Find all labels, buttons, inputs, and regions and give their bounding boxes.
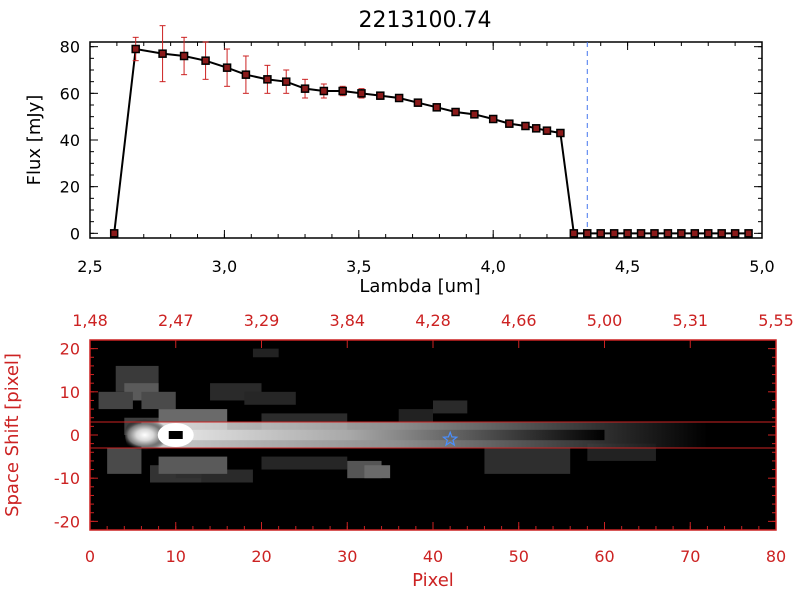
data-point	[623, 229, 632, 238]
data-point	[703, 229, 713, 238]
data-point	[744, 229, 753, 238]
data-point	[376, 91, 385, 100]
spectrum-series-line	[113, 47, 749, 235]
data-point	[596, 229, 605, 238]
spectrum-axes-frame	[89, 41, 763, 239]
heatmap-cell	[244, 391, 296, 405]
heatmap-y-tick-label: -10	[54, 469, 80, 488]
heatmap-top-tick-label: 2,47	[158, 311, 194, 330]
heatmap-x-tick-label: 10	[166, 547, 186, 566]
data-point	[636, 229, 646, 238]
heatmap-top-tick-label: 1,48	[72, 311, 108, 330]
x-tick-label: 4,5	[615, 257, 640, 276]
heatmap-x-tick-label: 60	[594, 547, 614, 566]
x-tick-label: 5,0	[749, 257, 774, 276]
x-tick-label: 4,0	[480, 257, 505, 276]
heatmap-y-tick-label: 10	[60, 383, 80, 402]
data-point	[690, 229, 700, 238]
source-star-icon	[441, 430, 459, 447]
x-tick-label: 3,5	[346, 257, 371, 276]
data-point	[542, 126, 552, 135]
data-point	[521, 121, 530, 131]
heatmap-x-tick-label: 70	[680, 547, 700, 566]
spectrum-plot: 2213100.74 2,5 3,0 3,5 4,0 4,5 5,0 0 20 40 60 80 L…	[24, 8, 775, 297]
y-tick-label: 80	[60, 38, 80, 57]
heatmap-trace-core	[141, 429, 605, 441]
x-axis-label: Lambda [um]	[359, 276, 480, 297]
data-point	[488, 114, 498, 124]
data-point	[319, 86, 329, 96]
heatmap-top-tick-label: 5,00	[587, 311, 623, 330]
data-point	[470, 110, 479, 119]
y-tick-label: 40	[60, 131, 80, 150]
x-tick-label: 2,5	[77, 257, 102, 276]
heatmap-x-tick-label: 40	[423, 547, 443, 566]
heatmap-cell	[433, 400, 468, 414]
chart-title: 2213100.74	[359, 8, 492, 33]
data-point	[677, 229, 686, 238]
data-point	[531, 124, 541, 133]
heatmap-x-tick-label: 30	[337, 547, 357, 566]
heatmap-cell	[252, 348, 279, 358]
y-tick-label: 0	[70, 224, 80, 243]
heatmap-y-tick-label: 0	[70, 426, 80, 445]
heatmap-cell	[261, 456, 348, 470]
data-point	[730, 229, 740, 238]
data-point	[131, 44, 140, 54]
heatmap-top-tick-label: 3,84	[329, 311, 365, 330]
y-tick-label: 20	[60, 178, 80, 197]
heatmap-y-axis-label: Space Shift [pixel]	[2, 353, 23, 517]
heatmap-x-tick-label: 0	[85, 547, 95, 566]
data-point	[609, 229, 619, 238]
heatmap-x-tick-label: 50	[509, 547, 529, 566]
data-point	[109, 229, 119, 238]
data-point	[394, 93, 404, 103]
heatmap-ticks: 0 10 20 30 40 50 60 70 80 1,48 2,47 3,29 3,84 4,28 4,6…	[54, 311, 794, 566]
spectrum-points	[109, 44, 753, 238]
heatmap-x-axis-label: Pixel	[412, 570, 454, 591]
peak-marker	[168, 431, 183, 439]
y-tick-label: 60	[60, 84, 80, 103]
heatmap-top-tick-label: 5,31	[672, 311, 708, 330]
heatmap-cell	[484, 447, 571, 474]
spectrum-ticks: 2,5 3,0 3,5 4,0 4,5 5,0 0 20 40 60 80	[60, 38, 775, 276]
data-point	[717, 229, 726, 238]
data-point	[263, 75, 272, 84]
data-point	[179, 51, 189, 61]
data-point	[505, 119, 514, 128]
heatmap-y-tick-label: 20	[60, 340, 80, 359]
x-tick-label: 3,0	[212, 257, 237, 276]
spatial-heatmap-plot: 0 10 20 30 40 50 60 70 80 1,48 2,47 3,29 3,84 4,28 4,6…	[2, 311, 794, 591]
data-point	[281, 77, 291, 86]
heatmap-image	[90, 348, 776, 483]
heatmap-cell	[98, 391, 133, 410]
data-point	[201, 56, 210, 65]
heatmap-top-tick-label: 5,55	[758, 311, 794, 330]
heatmap-cell	[398, 409, 433, 423]
data-point	[338, 86, 347, 96]
heatmap-top-tick-label: 3,29	[244, 311, 280, 330]
heatmap-y-tick-label: -20	[54, 512, 80, 531]
data-point	[300, 84, 310, 93]
heatmap-cell	[364, 465, 391, 479]
data-point	[158, 49, 167, 58]
data-point	[663, 229, 673, 238]
data-point	[413, 98, 423, 107]
data-point	[583, 229, 592, 238]
data-point	[357, 89, 366, 98]
data-point	[432, 103, 442, 112]
data-point	[241, 70, 251, 79]
data-point	[451, 107, 460, 117]
data-point	[556, 128, 565, 138]
heatmap-x-tick-label: 80	[766, 547, 786, 566]
heatmap-top-tick-label: 4,66	[501, 311, 537, 330]
data-point	[569, 229, 579, 238]
heatmap-top-tick-label: 4,28	[415, 311, 451, 330]
data-point	[650, 229, 659, 238]
data-point	[222, 63, 232, 72]
y-axis-label: Flux [mJy]	[24, 95, 45, 186]
heatmap-x-tick-label: 20	[251, 547, 271, 566]
